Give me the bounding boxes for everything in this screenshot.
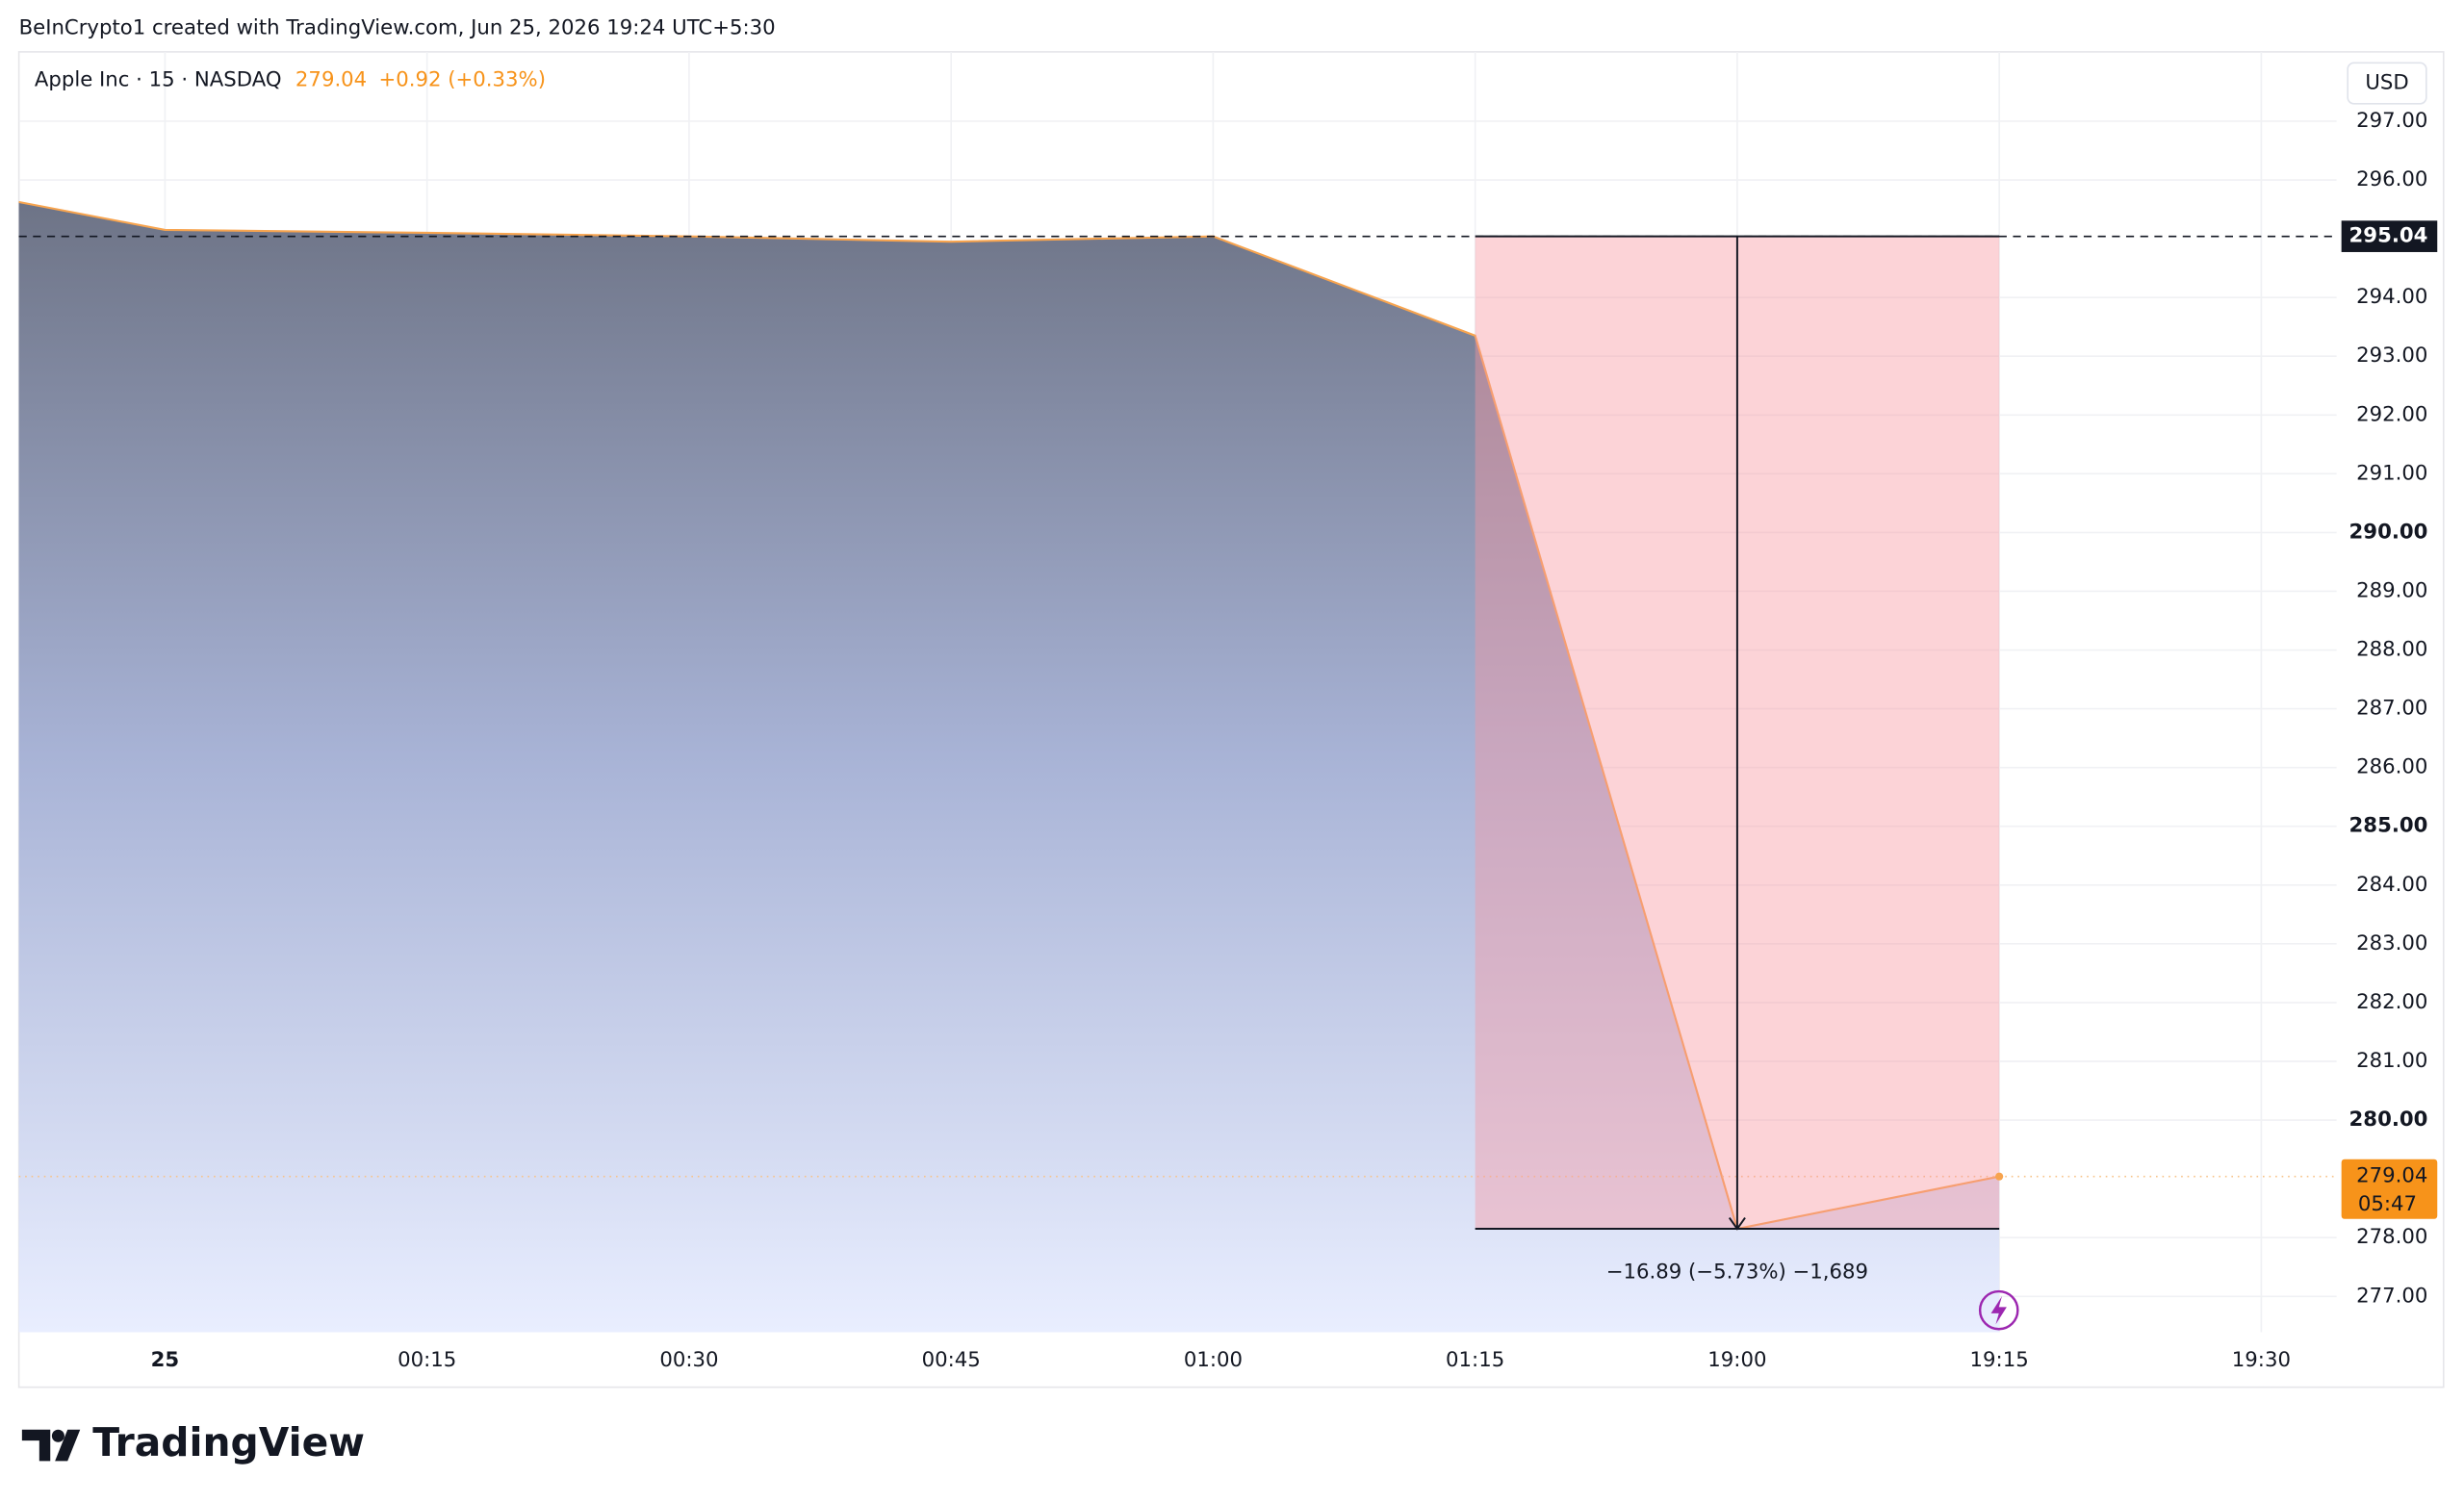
y-tick-label: 282.00 (2356, 990, 2427, 1014)
y-tick-label: 283.00 (2356, 931, 2427, 955)
price-line (18, 200, 2000, 1231)
y-tick-label: 292.00 (2356, 402, 2427, 426)
ai-icon[interactable] (1978, 1289, 2019, 1331)
y-tick-label: 278.00 (2356, 1225, 2427, 1249)
hline-label: 295.04 (2349, 224, 2428, 248)
symbol: Apple Inc · 15 · NASDAQ (35, 67, 282, 91)
y-tick-label: 289.00 (2356, 578, 2427, 602)
logo-icon (21, 1429, 81, 1462)
y-tick-label: 284.00 (2356, 873, 2427, 897)
last-price-box (2341, 1159, 2438, 1219)
y-tick-label: 296.00 (2356, 167, 2427, 191)
y-tick-label: 293.00 (2356, 344, 2427, 368)
last-price-label: 279.04 (2356, 1164, 2427, 1188)
x-tick-label: 00:45 (922, 1348, 981, 1372)
plot-area (18, 51, 2337, 1333)
y-tick-label: 297.00 (2356, 109, 2427, 133)
legend-change: +0.92 (+0.33%) (378, 67, 546, 91)
logo-text: TradingView (92, 1419, 365, 1465)
currency[interactable]: USD (2365, 71, 2408, 95)
y-tick-label: 291.00 (2356, 461, 2427, 485)
x-tick-label: 25 (151, 1348, 180, 1372)
y-tick-label: 277.00 (2356, 1284, 2427, 1308)
last-point (1995, 1172, 2004, 1181)
x-tick-label: 00:15 (398, 1348, 456, 1372)
y-tick-label: 281.00 (2356, 1049, 2427, 1073)
y-tick-label: 285.00 (2349, 814, 2428, 838)
y-tick-label: 290.00 (2349, 520, 2428, 544)
hline-label-box (2341, 220, 2438, 252)
area-fill (18, 201, 2000, 1333)
y-tick-label: 287.00 (2356, 697, 2427, 721)
measure-label: −16.89 (−5.73%) −1,689 (1606, 1261, 1868, 1285)
header: BeInCrypto1 created with TradingView.com… (19, 15, 776, 39)
x-tick-label: 01:00 (1184, 1348, 1243, 1372)
x-tick-label: 01:15 (1446, 1348, 1504, 1372)
x-tick-label: 00:30 (659, 1348, 718, 1372)
x-tick-label: 19:00 (1707, 1348, 1766, 1372)
overlays: −16.89 (−5.73%) −1,689 (18, 235, 2337, 1285)
y-tick-label: 288.00 (2356, 638, 2427, 662)
arrow-head (1728, 1217, 1746, 1231)
currency-button[interactable] (2347, 62, 2427, 105)
y-tick-label: 294.00 (2356, 285, 2427, 309)
x-tick-label: 19:30 (2232, 1348, 2291, 1372)
legend-price: 279.04 (295, 67, 367, 91)
x-tick-label: 19:15 (1970, 1348, 2029, 1372)
y-tick-label: 280.00 (2349, 1108, 2428, 1132)
y-tick-label: 286.00 (2356, 755, 2427, 779)
countdown: 05:47 (2358, 1192, 2417, 1216)
